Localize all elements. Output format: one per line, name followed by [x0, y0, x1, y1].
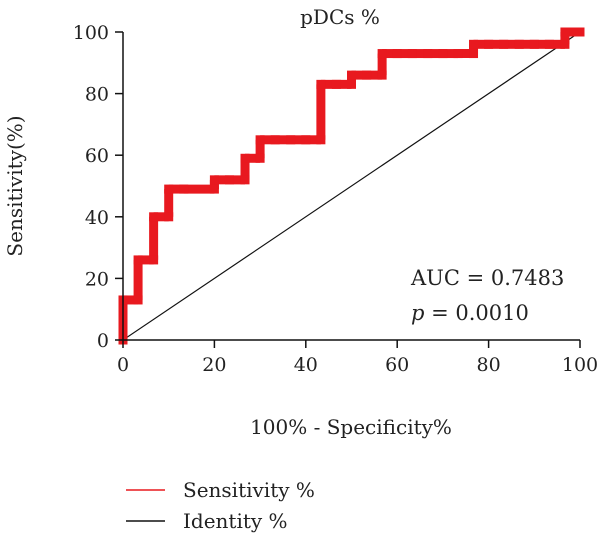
- sensitivity-point: [544, 39, 554, 49]
- sensitivity-point: [453, 49, 463, 59]
- sensitivity-point: [270, 135, 280, 145]
- auc-annotation: AUC = 0.7483: [410, 266, 564, 290]
- sensitivity-point: [224, 175, 234, 185]
- sensitivity-point: [133, 255, 143, 265]
- sensitivity-point: [133, 295, 143, 305]
- sensitivity-point: [149, 212, 159, 222]
- legend-label-sensitivity: Sensitivity %: [183, 478, 315, 502]
- sensitivity-point: [560, 39, 570, 49]
- p-symbol: p: [411, 301, 424, 325]
- sensitivity-point: [209, 175, 219, 185]
- sensitivity-point: [423, 49, 433, 59]
- sensitivity-point: [438, 49, 448, 59]
- sensitivity-point: [560, 27, 570, 37]
- plot-area: [118, 27, 585, 345]
- y-tick-label: 100: [73, 22, 109, 44]
- sensitivity-point: [362, 70, 372, 80]
- sensitivity-point: [331, 79, 341, 89]
- x-tick-label: 80: [477, 354, 501, 376]
- sensitivity-point: [469, 49, 479, 59]
- sensitivity-point: [255, 135, 265, 145]
- x-tick-label: 60: [385, 354, 409, 376]
- sensitivity-point: [316, 79, 326, 89]
- x-tick-label: 20: [202, 354, 226, 376]
- sensitivity-point: [484, 39, 494, 49]
- sensitivity-point: [164, 212, 174, 222]
- sensitivity-point: [407, 49, 417, 59]
- sensitivity-point: [240, 175, 250, 185]
- y-tick-label: 20: [85, 268, 109, 290]
- p-value: = 0.0010: [424, 301, 528, 325]
- sensitivity-point: [179, 184, 189, 194]
- y-axis-ticks: 0 20 40 60 80 100: [73, 22, 123, 352]
- y-tick-label: 80: [85, 84, 109, 106]
- sensitivity-point: [209, 184, 219, 194]
- y-tick-label: 60: [85, 145, 109, 167]
- sensitivity-point: [377, 49, 387, 59]
- sensitivity-point: [377, 70, 387, 80]
- sensitivity-point: [347, 70, 356, 80]
- sensitivity-point: [164, 184, 174, 194]
- sensitivity-point: [286, 135, 296, 145]
- sensitivity-point: [255, 153, 265, 163]
- sensitivity-point: [499, 39, 509, 49]
- sensitivity-point: [392, 49, 402, 59]
- y-tick-label: 0: [97, 330, 109, 352]
- identity-line: [122, 31, 581, 341]
- sensitivity-point: [240, 153, 250, 163]
- y-tick-label: 40: [85, 207, 109, 229]
- x-axis-label: 100% - Specificity%: [250, 415, 452, 439]
- sensitivity-point: [575, 27, 585, 37]
- legend: Sensitivity % Identity %: [126, 478, 315, 533]
- y-axis-label: Sensitivity(%): [3, 115, 27, 256]
- sensitivity-point: [301, 135, 311, 145]
- sensitivity-point: [469, 39, 479, 49]
- sensitivity-point: [514, 39, 524, 49]
- sensitivity-point: [316, 135, 326, 145]
- sensitivity-point: [149, 255, 159, 265]
- sensitivity-point: [347, 79, 356, 89]
- x-tick-label: 100: [562, 354, 598, 376]
- legend-label-identity: Identity %: [183, 509, 288, 533]
- x-axis-ticks: 0 20 40 60 80 100: [117, 340, 598, 376]
- p-value-annotation: p = 0.0010: [411, 301, 529, 325]
- chart-title: pDCs %: [300, 5, 380, 29]
- x-tick-label: 0: [117, 354, 129, 376]
- sensitivity-point: [529, 39, 539, 49]
- x-tick-label: 40: [294, 354, 318, 376]
